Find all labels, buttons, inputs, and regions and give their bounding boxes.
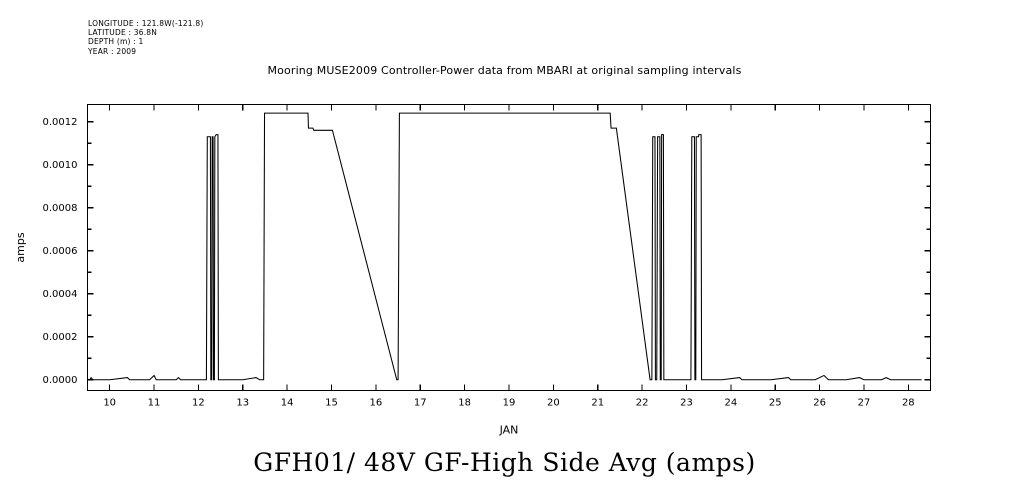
x-tick-label: 16 bbox=[370, 398, 383, 409]
metadata-block: LONGITUDE : 121.8W(-121.8) LATITUDE : 36… bbox=[88, 19, 203, 56]
metadata-depth: DEPTH (m) : 1 bbox=[88, 37, 144, 47]
y-tick-label: 0.0010 bbox=[43, 160, 78, 171]
y-axis-label: amps bbox=[14, 232, 27, 262]
metadata-latitude: LATITUDE : 36.8N bbox=[88, 28, 158, 38]
metadata-longitude: LONGITUDE : 121.8W(-121.8) bbox=[88, 19, 204, 28]
x-tick-label: 17 bbox=[414, 398, 427, 409]
axis-tick-labels: 10 11 12 13 14 15 16 17 18 19 20 21 22 23 24 25 26 27 28 0.… bbox=[43, 117, 915, 408]
figure-caption: GFH01/ 48V GF-High Side Avg (amps) bbox=[253, 448, 756, 477]
x-tick-label: 28 bbox=[902, 398, 915, 409]
x-tick-label: 13 bbox=[236, 398, 249, 409]
x-axis-label: JAN bbox=[499, 424, 519, 437]
x-tick-label: 20 bbox=[547, 398, 560, 409]
x-tick-label: 21 bbox=[591, 398, 604, 409]
data-series-trace bbox=[89, 112, 922, 381]
y-tick-label: 0.0006 bbox=[43, 246, 78, 257]
y-tick-label: 0.0004 bbox=[43, 289, 78, 300]
y-tick-label: 0.0012 bbox=[43, 117, 78, 128]
x-tick-label: 11 bbox=[148, 398, 161, 409]
axis-ticks bbox=[87, 104, 931, 391]
x-tick-label: 22 bbox=[636, 398, 649, 409]
x-tick-label: 10 bbox=[103, 398, 116, 409]
y-tick-label: 0.0000 bbox=[43, 375, 78, 386]
x-tick-label: 12 bbox=[192, 398, 205, 409]
x-tick-label: 26 bbox=[813, 398, 826, 409]
metadata-year: YEAR : 2009 bbox=[88, 46, 137, 56]
y-tick-label: 0.0002 bbox=[43, 332, 78, 343]
x-tick-label: 25 bbox=[769, 398, 782, 409]
x-tick-label: 23 bbox=[680, 398, 693, 409]
x-tick-label: 14 bbox=[281, 398, 294, 409]
chart-title: Mooring MUSE2009 Controller-Power data f… bbox=[267, 64, 742, 77]
x-tick-label: 19 bbox=[503, 398, 516, 409]
y-tick-label: 0.0008 bbox=[43, 203, 78, 214]
x-tick-label: 15 bbox=[325, 398, 338, 409]
series-line bbox=[89, 112, 922, 381]
x-tick-label: 24 bbox=[724, 398, 737, 409]
x-tick-label: 18 bbox=[458, 398, 471, 409]
x-tick-label: 27 bbox=[858, 398, 871, 409]
